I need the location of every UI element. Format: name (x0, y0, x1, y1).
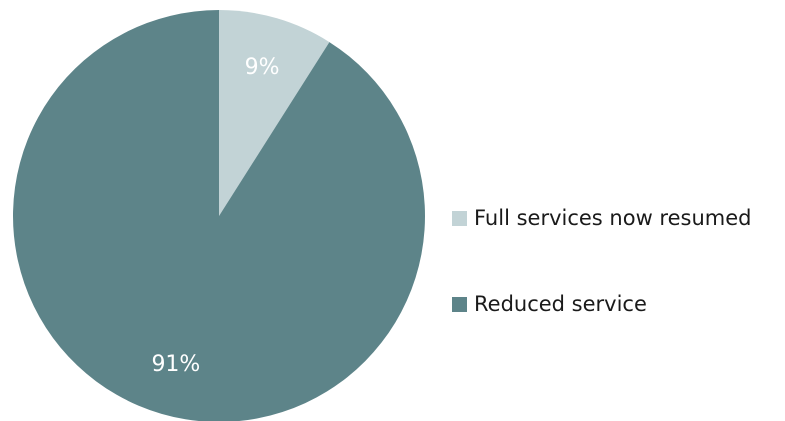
legend-label-full-services: Full services now resumed (474, 206, 752, 230)
pie-data-labels: 9% 91% (151, 55, 279, 377)
legend-swatch-full-services (452, 210, 467, 226)
data-label-reduced-service: 91% (151, 352, 200, 377)
data-label-full-services: 9% (245, 55, 280, 80)
legend: Full services now resumed Reduced servic… (452, 200, 782, 372)
legend-swatch-reduced-service (452, 296, 467, 312)
pie-slice-reduced-service (13, 10, 425, 421)
legend-item-full-services: Full services now resumed (452, 200, 782, 236)
legend-label-reduced-service: Reduced service (474, 292, 647, 316)
pie-slices (13, 10, 425, 421)
pie-slice-full-services (219, 10, 330, 216)
legend-item-reduced-service: Reduced service (452, 286, 782, 322)
